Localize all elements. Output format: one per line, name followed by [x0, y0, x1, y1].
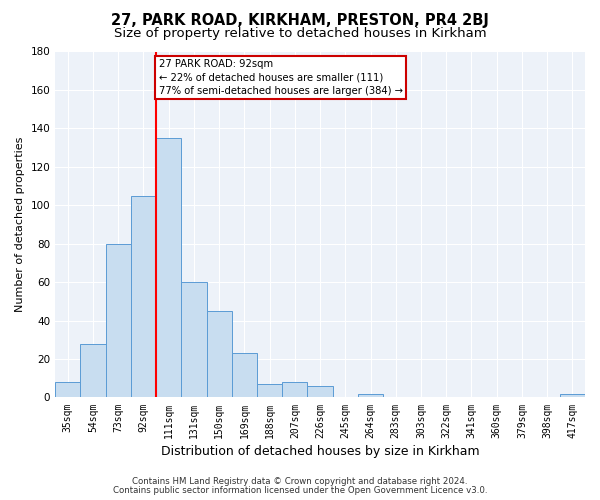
Bar — [257, 384, 282, 398]
Bar — [206, 311, 232, 398]
Text: Contains public sector information licensed under the Open Government Licence v3: Contains public sector information licen… — [113, 486, 487, 495]
Bar — [55, 382, 80, 398]
Bar — [560, 394, 585, 398]
Bar — [181, 282, 206, 398]
Text: Contains HM Land Registry data © Crown copyright and database right 2024.: Contains HM Land Registry data © Crown c… — [132, 477, 468, 486]
Bar — [131, 196, 156, 398]
Bar — [106, 244, 131, 398]
Bar — [358, 394, 383, 398]
Y-axis label: Number of detached properties: Number of detached properties — [15, 137, 25, 312]
Bar — [80, 344, 106, 398]
Bar — [282, 382, 307, 398]
Text: 27 PARK ROAD: 92sqm
← 22% of detached houses are smaller (111)
77% of semi-detac: 27 PARK ROAD: 92sqm ← 22% of detached ho… — [158, 59, 403, 96]
Bar — [232, 353, 257, 398]
X-axis label: Distribution of detached houses by size in Kirkham: Distribution of detached houses by size … — [161, 444, 479, 458]
Text: 27, PARK ROAD, KIRKHAM, PRESTON, PR4 2BJ: 27, PARK ROAD, KIRKHAM, PRESTON, PR4 2BJ — [111, 12, 489, 28]
Bar — [307, 386, 332, 398]
Bar — [156, 138, 181, 398]
Text: Size of property relative to detached houses in Kirkham: Size of property relative to detached ho… — [113, 28, 487, 40]
